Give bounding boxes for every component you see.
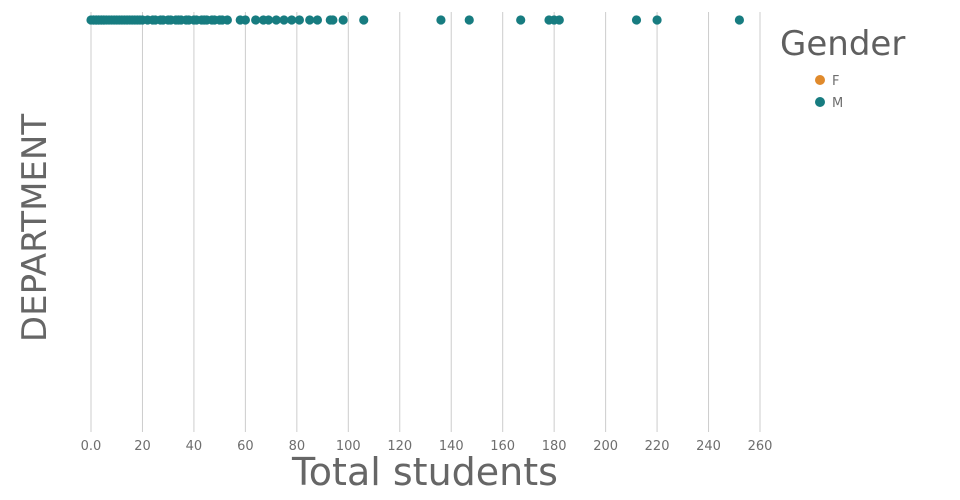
data-point: [359, 15, 369, 25]
legend: Gender FM: [780, 24, 905, 111]
x-tick-label: 180: [542, 439, 567, 454]
x-tick-label: 80: [289, 439, 306, 454]
data-point: [263, 15, 274, 25]
x-tick-label: 200: [593, 439, 618, 454]
x-axis-title: Total students: [291, 450, 558, 494]
data-point: [271, 15, 281, 25]
legend-label: M: [832, 96, 843, 111]
legend-title: Gender: [780, 24, 905, 64]
x-tick-label: 20: [134, 439, 151, 454]
data-point: [652, 15, 662, 25]
x-tick-label: 0.0: [81, 439, 102, 454]
data-point: [436, 15, 446, 25]
data-point: [554, 15, 564, 25]
y-axis-title: DEPARTMENT: [15, 114, 55, 342]
legend-marker: [815, 97, 825, 107]
data-points: [86, 15, 745, 25]
x-tick-label: 40: [186, 439, 203, 454]
data-point: [464, 15, 474, 25]
legend-label: F: [832, 74, 839, 89]
x-tick-label: 140: [439, 439, 464, 454]
x-tick-label: 260: [748, 439, 773, 454]
grid-lines: [90, 12, 761, 432]
data-point: [328, 15, 338, 25]
data-point: [287, 15, 297, 25]
data-point: [222, 15, 232, 25]
legend-entries: FM: [815, 74, 843, 111]
data-point: [305, 15, 315, 25]
data-point: [734, 15, 745, 25]
data-point: [338, 15, 348, 25]
data-point: [312, 15, 323, 25]
x-tick-label: 60: [237, 439, 254, 454]
data-point: [631, 15, 642, 25]
x-tick-labels: 0.0 20 40 60 80 100 120 140 160 180 200 220 240 260: [81, 439, 773, 454]
data-point: [516, 15, 526, 25]
x-tick-label: 240: [696, 439, 721, 454]
x-tick-label: 220: [645, 439, 670, 454]
x-tick-label: 160: [490, 439, 515, 454]
data-point: [251, 15, 261, 25]
data-point: [240, 15, 250, 25]
data-point: [279, 15, 289, 25]
x-tick-label: 120: [387, 439, 412, 454]
data-point: [294, 15, 305, 25]
legend-marker: [815, 75, 825, 85]
x-tick-label: 100: [336, 439, 361, 454]
